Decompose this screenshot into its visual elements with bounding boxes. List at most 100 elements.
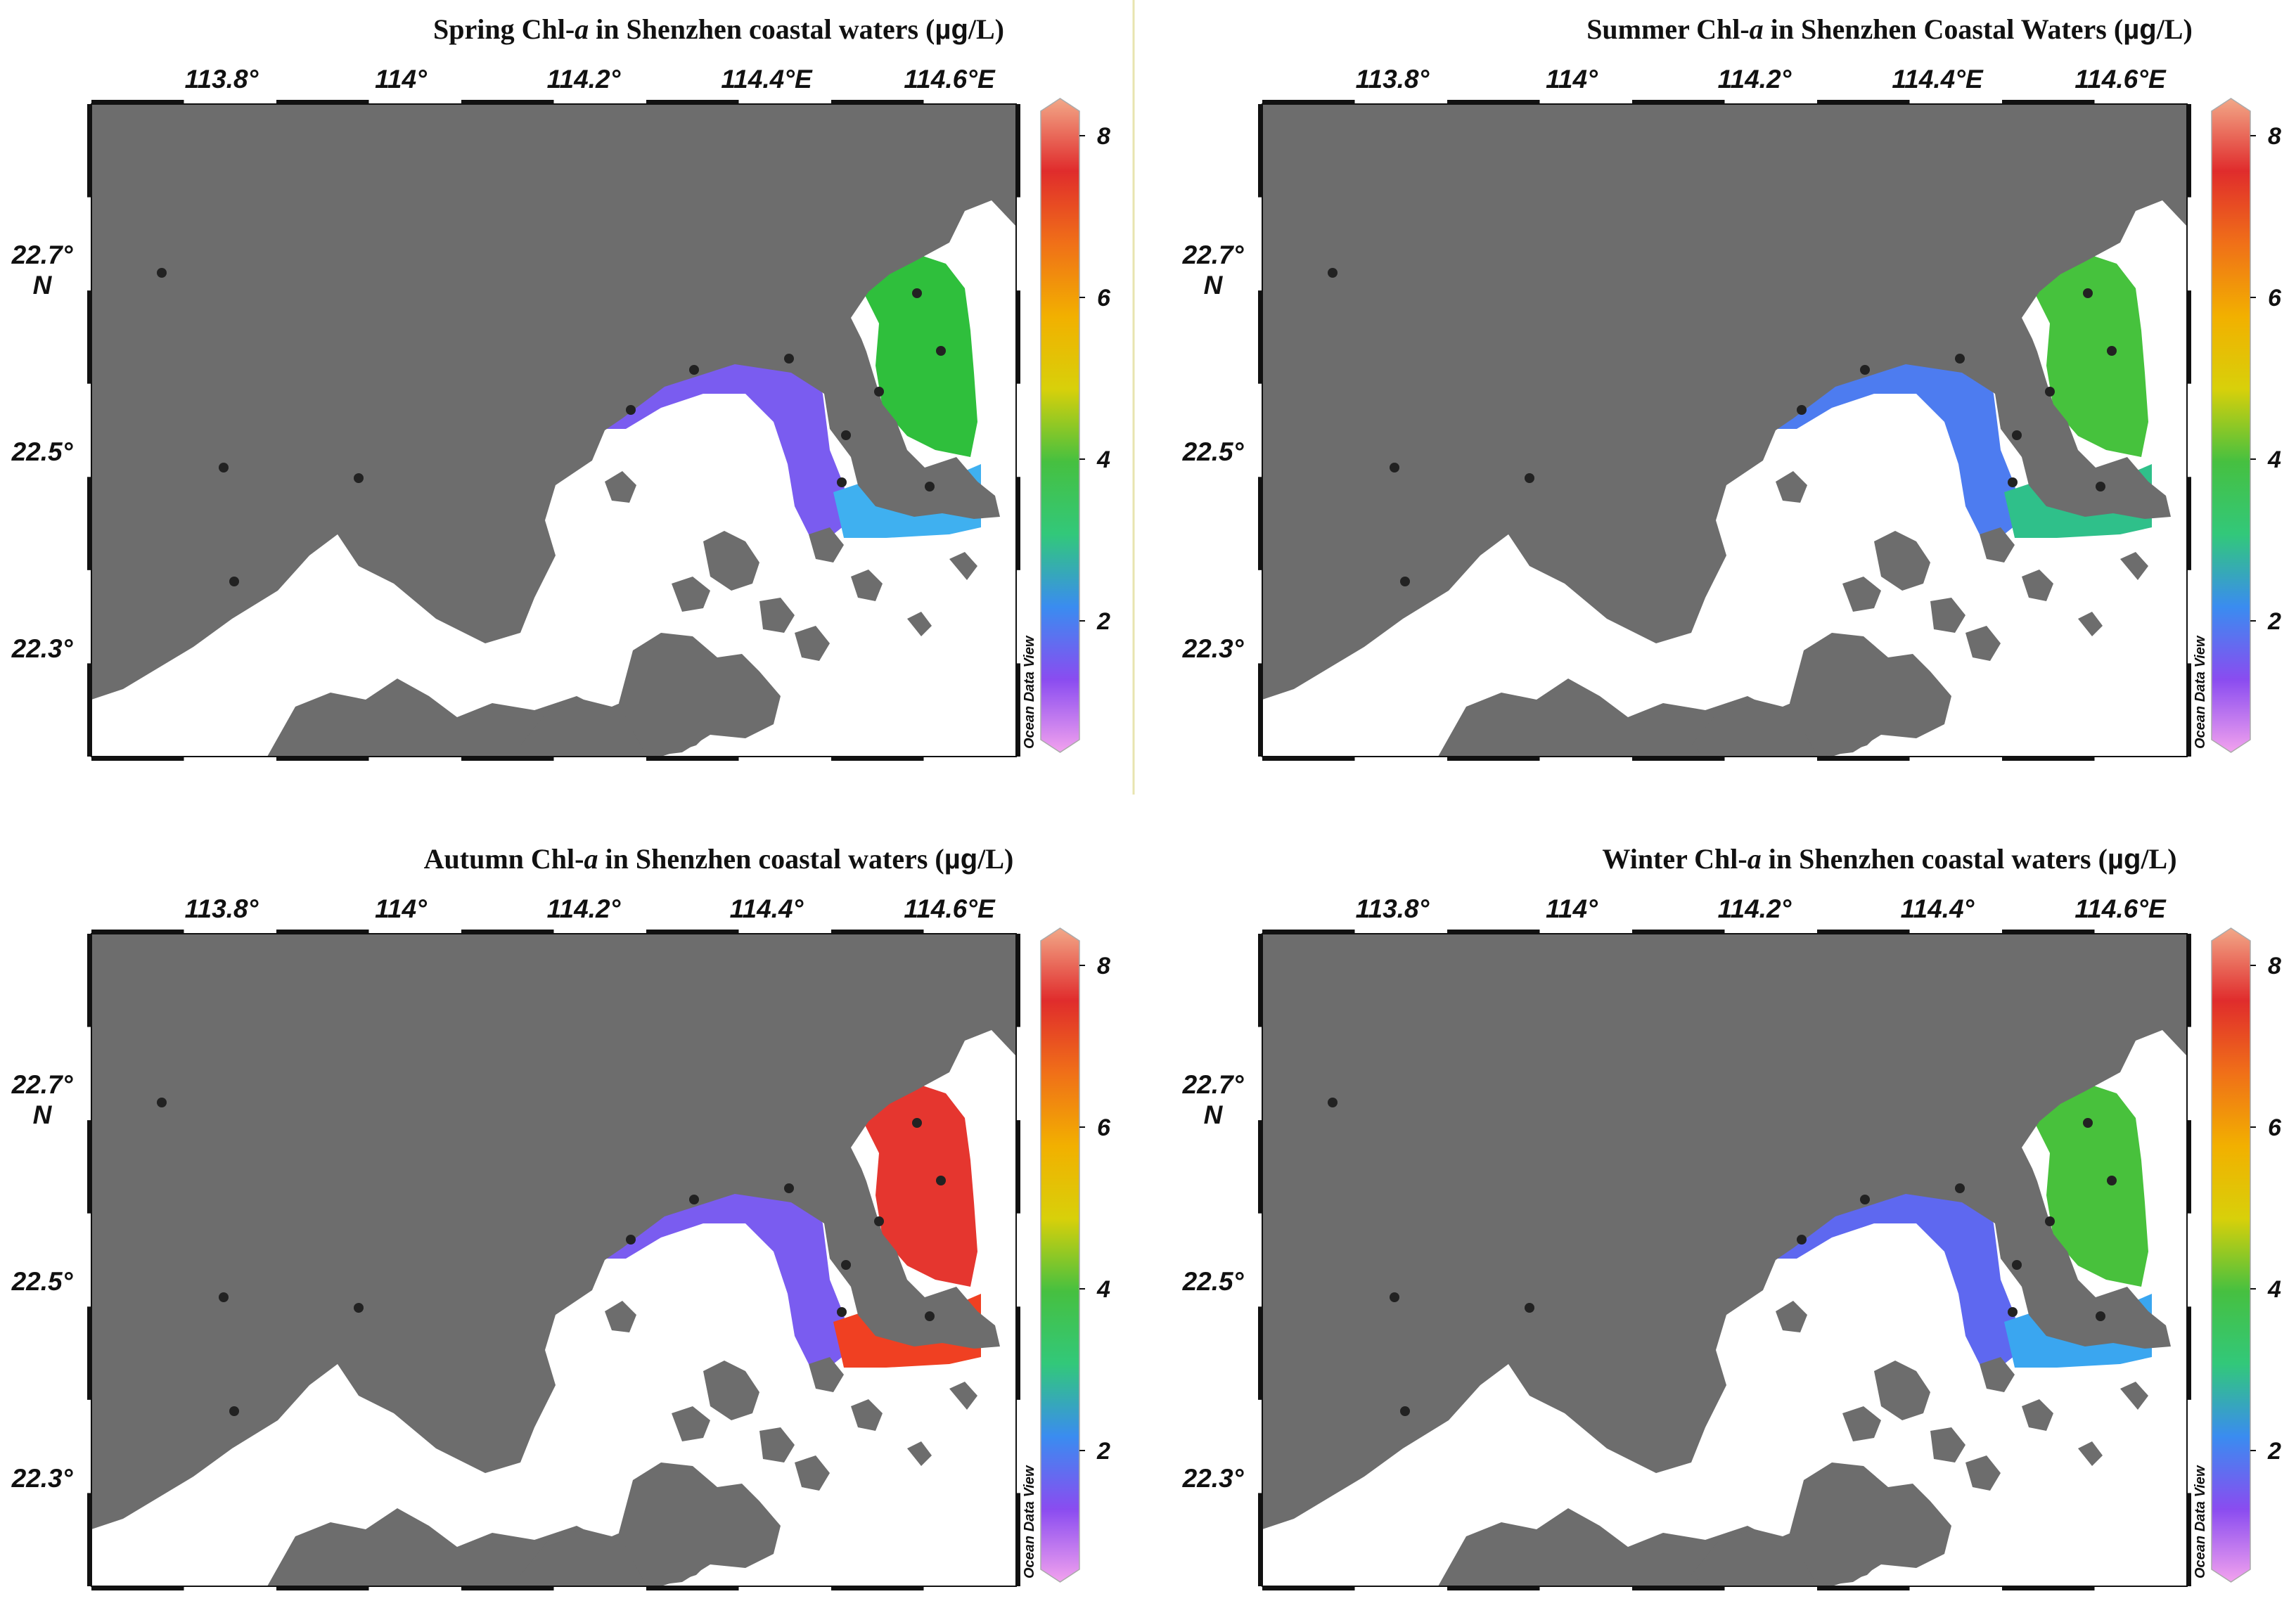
frame-tick-bar [2186,290,2191,384]
summer-island [2078,612,2103,636]
spring-island [795,626,830,661]
frame-tick-bar [276,1586,369,1590]
station-marker [229,1406,239,1416]
x-tick-label: 114° [375,894,427,923]
summer-colorbar [2211,98,2251,753]
frame-tick-bar [1258,477,1263,570]
summer-island [2022,570,2053,601]
station-marker [837,1307,847,1317]
winter-panel: Winter Chl-a in Shenzhen coastal waters … [1182,843,2282,1590]
autumn-island [703,1361,759,1420]
frame-tick-bar [91,930,184,934]
frame-tick-bar [87,477,92,570]
spring-panel: Spring Chl-a in Shenzhen coastal waters … [11,13,1111,761]
y-tick-label: 22.7° [11,1070,73,1099]
colorbar-tick-label: 2 [2267,1438,2281,1465]
station-marker [2096,1311,2105,1321]
station-marker [2045,387,2055,397]
frame-tick-bar [1258,104,1263,198]
autumn-island [759,1427,795,1462]
frame-tick-bar [2002,756,2095,761]
station-marker [1860,365,1870,375]
frame-tick-bar [1258,663,1263,757]
frame-tick-bar [646,100,739,105]
frame-tick-bar [1015,1493,1020,1586]
frame-tick-bar [831,100,924,105]
autumn-island [809,1357,844,1392]
colorbar-tick-label: 8 [2268,123,2281,150]
frame-tick-bar [1258,1306,1263,1400]
colorbar-tick-label: 8 [1097,123,1110,150]
winter-east-channel [1772,1181,2022,1364]
spring-island [605,471,636,503]
summer-land [1262,104,2187,700]
frame-tick-bar [1262,100,1355,105]
autumn-island [851,1399,883,1431]
frame-tick-bar [1015,290,1020,384]
station-marker [2008,477,2018,487]
y-tick-label: 22.3° [1182,634,1244,663]
autumn-island [619,1462,781,1586]
colorbar-tick-label: 6 [1097,1114,1111,1141]
summer-island [1874,531,1930,591]
frame-tick-bar [1817,756,1910,761]
winter-title-title-unit: µg [2108,844,2141,875]
frame-tick-bar [1015,104,1020,198]
winter-island [1776,1301,1807,1332]
station-marker [2083,1118,2093,1128]
y-tick-label: 22.3° [11,634,73,663]
autumn-island [907,1441,932,1466]
frame-tick-bar [87,1306,92,1400]
frame-tick-bar [1258,934,1263,1027]
summer-island [1965,626,2001,661]
winter-island [1965,1455,2001,1491]
station-marker [626,405,636,415]
frame-tick-bar [276,756,369,761]
station-marker [1328,1098,1338,1107]
x-tick-label: 114.4°E [721,65,813,94]
autumn-colorbar [1040,927,1080,1583]
station-marker [1797,405,1807,415]
x-tick-label: 114.2° [547,894,621,923]
y-unit-label: N [33,271,53,300]
spring-east-bay [861,253,977,457]
odv-credit: Ocean Data View [2193,1465,2208,1579]
x-tick-label: 113.8° [185,65,259,94]
frame-tick-bar [1015,477,1020,570]
spring-island [703,531,759,591]
station-marker [912,288,922,298]
x-tick-label: 114.4°E [1892,65,1984,94]
station-marker [1525,473,1534,483]
frame-tick-bar [1015,663,1020,757]
station-marker [784,354,794,364]
station-marker [626,1235,636,1245]
winter-island [1842,1406,1881,1441]
y-tick-label: 22.5° [11,1267,73,1296]
x-tick-label: 114.6°E [2074,65,2167,94]
spring-land [91,104,1016,700]
summer-title-title-main: Summer Chl- [1586,13,1749,45]
frame-tick-bar [1632,100,1725,105]
summer-title-title-end: /L) [2156,13,2193,45]
colorbar-tick-label: 8 [2268,953,2281,979]
autumn-title-title-italic: a [584,843,598,875]
frame-tick-bar [1015,934,1020,1027]
station-marker [1390,1292,1399,1302]
y-tick-label: 22.3° [1182,1464,1244,1493]
frame-tick-bar [1258,290,1263,384]
frame-tick-bar [646,930,739,934]
autumn-east-bay [861,1083,977,1287]
frame-tick-bar [1447,756,1540,761]
winter-map-body [1262,934,2187,1586]
station-marker [2083,288,2093,298]
colorbar-tick-label: 8 [1097,953,1110,979]
frame-tick-bar [91,1586,184,1590]
station-marker [354,1303,364,1313]
spring-east-channel [601,352,851,534]
x-tick-label: 114.6°E [904,894,996,923]
y-tick-label: 22.5° [1182,437,1244,466]
spring-title-title-italic: a [575,13,589,45]
y-tick-label: 22.5° [1182,1267,1244,1296]
frame-tick-bar [1262,756,1355,761]
winter-island [1980,1357,2015,1392]
